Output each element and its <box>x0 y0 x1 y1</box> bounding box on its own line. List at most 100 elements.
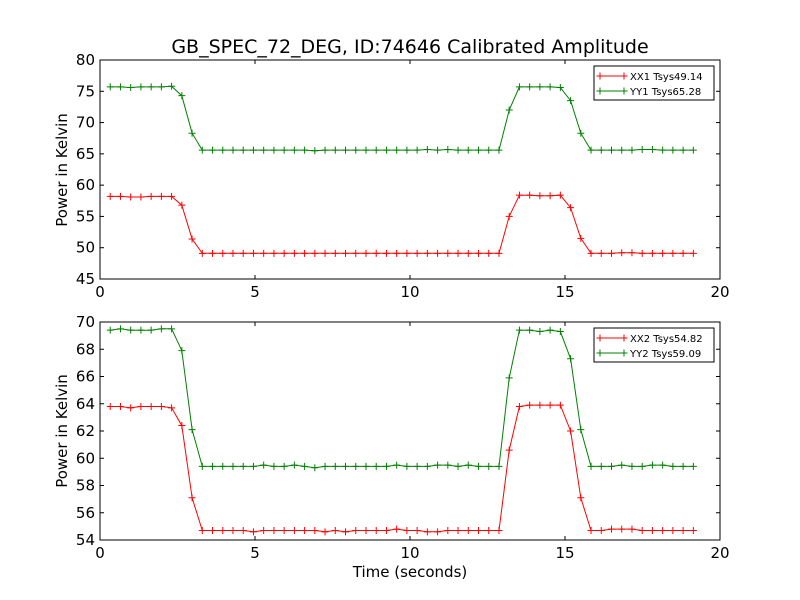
data-point <box>147 192 155 200</box>
data-point <box>209 249 217 257</box>
data-point <box>567 97 575 105</box>
data-point <box>362 526 370 534</box>
data-point <box>413 462 421 470</box>
data-point <box>342 528 350 536</box>
data-point <box>116 325 124 333</box>
data-point <box>127 84 135 92</box>
data-point <box>178 422 186 430</box>
data-point <box>526 326 534 334</box>
legend-marker <box>620 72 628 80</box>
data-point <box>536 192 544 200</box>
data-point <box>260 249 268 257</box>
data-point <box>362 462 370 470</box>
data-point <box>679 249 687 257</box>
y-tick-label: 60 <box>76 449 95 467</box>
data-point <box>209 146 217 154</box>
data-point <box>239 249 247 257</box>
data-point <box>209 462 217 470</box>
data-point <box>106 83 114 91</box>
data-point <box>475 462 483 470</box>
data-point <box>475 526 483 534</box>
data-point <box>485 146 493 154</box>
data-point <box>290 461 298 469</box>
data-point <box>311 526 319 534</box>
data-point <box>454 526 462 534</box>
top-legend: XX1 Tsys49.14 YY1 Tsys65.28 <box>593 65 715 101</box>
data-point <box>434 249 442 257</box>
data-point <box>536 401 544 409</box>
data-point <box>280 526 288 534</box>
data-point <box>505 106 513 114</box>
data-point <box>669 462 677 470</box>
legend-marker <box>596 334 604 342</box>
data-point <box>567 204 575 212</box>
data-point <box>106 402 114 410</box>
bottom-series <box>106 325 697 536</box>
data-point <box>249 528 257 536</box>
data-point <box>290 249 298 257</box>
x-tick-label: 20 <box>710 544 729 562</box>
data-point <box>219 146 227 154</box>
data-point <box>536 83 544 91</box>
data-point <box>147 83 155 91</box>
data-point <box>628 146 636 154</box>
data-point <box>515 191 523 199</box>
data-point <box>372 249 380 257</box>
data-point <box>137 326 145 334</box>
chart-title: GB_SPEC_72_DEG, ID:74646 Calibrated Ampl… <box>171 36 648 58</box>
top-plot-frame <box>99 59 721 280</box>
data-point <box>659 249 667 257</box>
data-point <box>116 192 124 200</box>
data-point <box>209 526 217 534</box>
data-point <box>536 328 544 336</box>
legend-marker <box>596 87 604 95</box>
data-point <box>249 249 257 257</box>
y-tick-label: 75 <box>76 82 95 100</box>
data-point <box>270 249 278 257</box>
data-point <box>556 328 564 336</box>
data-point <box>301 526 309 534</box>
data-point <box>352 462 360 470</box>
legend-entry: XX1 Tsys49.14 <box>630 72 703 83</box>
data-point <box>321 249 329 257</box>
data-point <box>168 325 176 333</box>
data-point <box>403 249 411 257</box>
y-tick-label: 54 <box>76 531 95 549</box>
data-point <box>505 212 513 220</box>
data-point <box>331 526 339 534</box>
data-point <box>311 147 319 155</box>
data-point <box>526 401 534 409</box>
data-point <box>362 249 370 257</box>
bottom-chart: Power in Kelvin Time (seconds) 0 5 10 15 20 5… <box>53 313 730 581</box>
data-point <box>587 526 595 534</box>
data-point <box>546 326 554 334</box>
x-tick-label: 15 <box>555 283 574 301</box>
data-point <box>577 426 585 434</box>
legend-box <box>593 65 715 101</box>
data-point <box>464 249 472 257</box>
data-point <box>679 146 687 154</box>
data-point <box>127 193 135 201</box>
x-tick-label: 0 <box>95 283 105 301</box>
data-point <box>689 526 697 534</box>
data-point <box>597 526 605 534</box>
data-point <box>260 526 268 534</box>
data-point <box>495 146 503 154</box>
x-tick-label: 5 <box>250 544 260 562</box>
data-point <box>689 462 697 470</box>
data-point <box>127 326 135 334</box>
data-point <box>618 249 626 257</box>
data-point <box>546 401 554 409</box>
data-point <box>485 462 493 470</box>
data-point <box>280 249 288 257</box>
y-axis-label: Power in Kelvin <box>53 374 71 488</box>
data-point <box>239 146 247 154</box>
data-point <box>608 525 615 533</box>
data-point <box>178 92 186 100</box>
data-point <box>403 526 411 534</box>
data-point <box>618 146 626 154</box>
data-point <box>546 192 554 200</box>
data-point <box>331 462 339 470</box>
data-point <box>147 402 155 410</box>
data-point <box>505 374 513 382</box>
